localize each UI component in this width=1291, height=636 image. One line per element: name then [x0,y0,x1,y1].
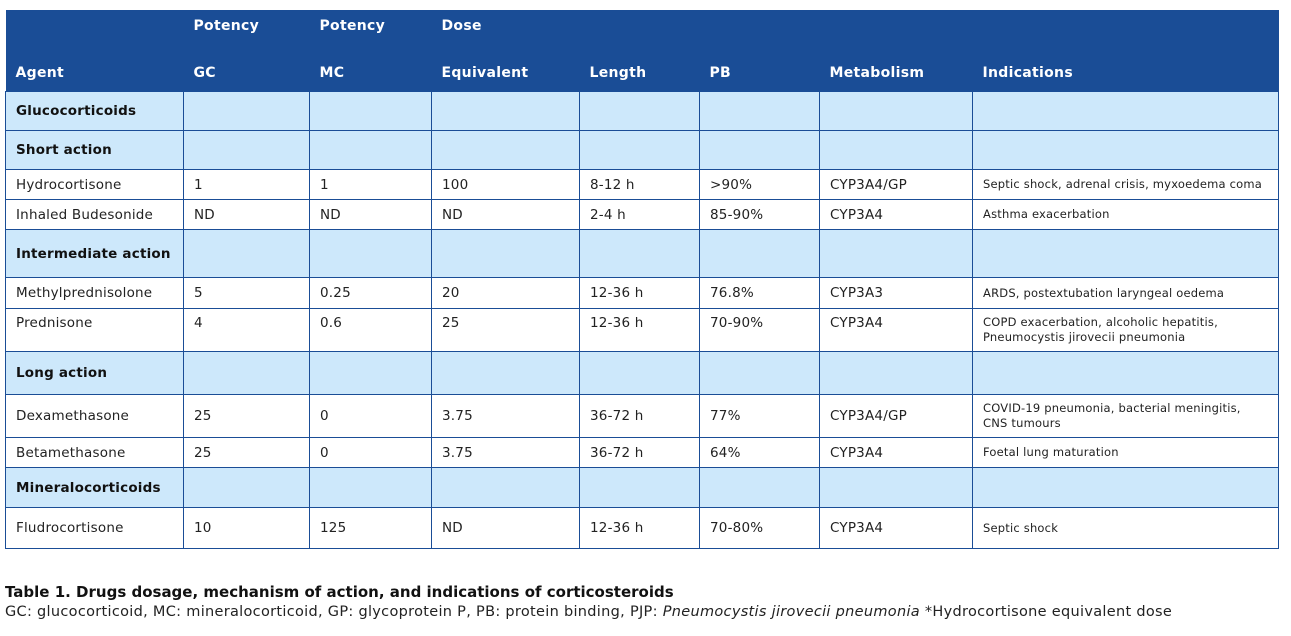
section-row: Short action [5,130,1279,170]
agent-cell: Methylprednisolone [5,277,184,309]
agent-cell: Fludrocortisone [5,507,184,549]
indications-cell: Asthma exacerbation [972,199,1279,230]
table-row: Methylprednisolone 5 0.25 20 12-36 h 76.… [5,277,1279,309]
gc-cell: 10 [183,507,310,549]
indications-cell: COPD exacerbation, alcoholic hepatitis, … [972,308,1279,352]
mc-cell: 125 [309,507,432,549]
length-cell: 36-72 h [579,394,700,438]
dose-cell: 20 [431,277,580,309]
pb-cell: >90% [699,169,820,200]
header-metabolism: Metabolism [819,10,973,92]
pb-cell: 76.8% [699,277,820,309]
indications-cell: COVID-19 pneumonia, bacterial meningitis… [972,394,1279,438]
gc-cell: 1 [183,169,310,200]
metabolism-cell: CYP3A4/GP [819,394,973,438]
dose-cell: ND [431,507,580,549]
pb-cell: 70-90% [699,308,820,352]
indications-cell: Foetal lung maturation [972,437,1279,468]
header-length: Length [579,10,700,92]
section-label: Long action [5,351,184,395]
pb-cell: 70-80% [699,507,820,549]
mc-cell: ND [309,199,432,230]
table-row: Hydrocortisone 1 1 100 8-12 h >90% CYP3A… [5,169,1279,200]
mc-cell: 0.25 [309,277,432,309]
pb-cell: 77% [699,394,820,438]
pb-cell: 85-90% [699,199,820,230]
gc-cell: 25 [183,437,310,468]
footnote-suffix: *Hydrocortisone equivalent dose [919,604,1173,620]
gc-cell: 4 [183,308,310,352]
table-row: Dexamethasone 25 0 3.75 36-72 h 77% CYP3… [5,394,1279,438]
header-indications: Indications [972,10,1279,92]
indications-cell: Septic shock [972,507,1279,549]
table-row: Inhaled Budesonide ND ND ND 2-4 h 85-90%… [5,199,1279,230]
length-cell: 36-72 h [579,437,700,468]
dose-cell: 100 [431,169,580,200]
section-row: Intermediate action [5,229,1279,278]
corticosteroid-table: Agent Potency GC Potency MC Dose Equivalent… [5,10,1279,549]
dose-cell: 25 [431,308,580,352]
metabolism-cell: CYP3A4 [819,308,973,352]
table-row: Prednisone 4 0.6 25 12-36 h 70-90% CYP3A… [5,308,1279,352]
agent-cell: Prednisone [5,308,184,352]
length-cell: 12-36 h [579,277,700,309]
section-label: Glucocorticoids [5,91,184,131]
length-cell: 8-12 h [579,169,700,200]
table-row: Fludrocortisone 10 125 ND 12-36 h 70-80%… [5,507,1279,549]
pb-cell: 64% [699,437,820,468]
length-cell: 12-36 h [579,507,700,549]
metabolism-cell: CYP3A4 [819,199,973,230]
header-agent: Agent [5,10,184,92]
header-pb: PB [699,10,820,92]
header-potency-mc: Potency MC [309,10,432,92]
section-label: Intermediate action [5,229,184,278]
metabolism-cell: CYP3A4/GP [819,169,973,200]
agent-cell: Hydrocortisone [5,169,184,200]
length-cell: 12-36 h [579,308,700,352]
agent-cell: Inhaled Budesonide [5,199,184,230]
indications-cell: ARDS, postextubation laryngeal oedema [972,277,1279,309]
table-caption: Table 1. Drugs dosage, mechanism of acti… [5,583,674,601]
metabolism-cell: CYP3A4 [819,507,973,549]
metabolism-cell: CYP3A4 [819,437,973,468]
section-label: Short action [5,130,184,170]
mc-cell: 0 [309,437,432,468]
length-cell: 2-4 h [579,199,700,230]
footnote-text: GC: glucocorticoid, MC: mineralocorticoi… [5,604,663,620]
gc-cell: 5 [183,277,310,309]
gc-cell: 25 [183,394,310,438]
agent-cell: Dexamethasone [5,394,184,438]
section-row: Mineralocorticoids [5,467,1279,508]
header-potency-gc: Potency GC [183,10,310,92]
dose-cell: 3.75 [431,394,580,438]
table-row: Betamethasone 25 0 3.75 36-72 h 64% CYP3… [5,437,1279,468]
mc-cell: 0.6 [309,308,432,352]
header-row: Agent Potency GC Potency MC Dose Equivalent… [5,10,1279,92]
metabolism-cell: CYP3A3 [819,277,973,309]
table-footnote: GC: glucocorticoid, MC: mineralocorticoi… [5,604,1172,620]
footnote-italic: Pneumocystis jirovecii pneumonia [662,604,920,620]
header-dose-equivalent: Dose Equivalent [431,10,580,92]
agent-cell: Betamethasone [5,437,184,468]
dose-cell: 3.75 [431,437,580,468]
section-row: Glucocorticoids [5,91,1279,131]
section-row: Long action [5,351,1279,395]
mc-cell: 0 [309,394,432,438]
dose-cell: ND [431,199,580,230]
section-label: Mineralocorticoids [5,467,184,508]
mc-cell: 1 [309,169,432,200]
gc-cell: ND [183,199,310,230]
indications-cell: Septic shock, adrenal crisis, myxoedema … [972,169,1279,200]
